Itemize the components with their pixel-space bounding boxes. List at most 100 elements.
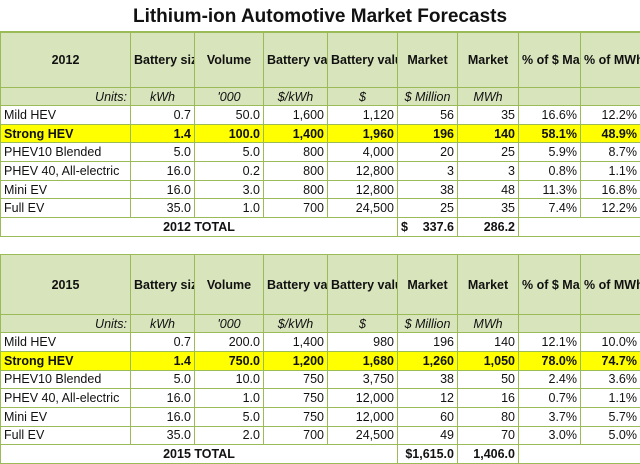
total-market-cell[interactable]: $1,615.0	[398, 445, 458, 464]
column-header-cell[interactable]: % of MWh market	[581, 255, 640, 315]
year-header-cell[interactable]: 2012	[1, 33, 131, 88]
value-cell[interactable]: 100.0	[195, 124, 264, 143]
column-header-cell[interactable]: Market	[398, 33, 458, 88]
unit-cell[interactable]: $/kWh	[264, 315, 328, 333]
value-cell[interactable]: 16.0	[131, 407, 195, 426]
value-cell[interactable]: 1,680	[328, 351, 398, 370]
value-cell[interactable]: 700	[264, 426, 328, 445]
unit-cell[interactable]: kWh	[131, 315, 195, 333]
value-cell[interactable]: 980	[328, 333, 398, 352]
value-cell[interactable]: 35.0	[131, 426, 195, 445]
value-cell[interactable]: 5.0%	[581, 426, 640, 445]
value-cell[interactable]: 1,400	[264, 333, 328, 352]
year-header-cell[interactable]: 2015	[1, 255, 131, 315]
unit-cell[interactable]	[519, 315, 581, 333]
value-cell[interactable]: 35.0	[131, 199, 195, 218]
value-cell[interactable]: 1.0	[195, 199, 264, 218]
value-cell[interactable]: 4,000	[328, 143, 398, 162]
column-header-cell[interactable]: Battery value	[328, 255, 398, 315]
value-cell[interactable]: 1.4	[131, 124, 195, 143]
value-cell[interactable]: 1.0	[195, 389, 264, 408]
value-cell[interactable]: 1,120	[328, 106, 398, 125]
value-cell[interactable]: 0.7	[131, 333, 195, 352]
unit-cell[interactable]: $	[328, 88, 398, 106]
value-cell[interactable]: 16.8%	[581, 180, 640, 199]
empty-cell[interactable]	[1, 237, 640, 255]
column-header-cell[interactable]: Battery size	[131, 33, 195, 88]
value-cell[interactable]: 0.7	[131, 106, 195, 125]
value-cell[interactable]: 1,260	[398, 351, 458, 370]
value-cell[interactable]: 1.1%	[581, 162, 640, 181]
value-cell[interactable]: 0.2	[195, 162, 264, 181]
value-cell[interactable]: 2.4%	[519, 370, 581, 389]
value-cell[interactable]: 2.0	[195, 426, 264, 445]
total-market-cell[interactable]: $337.6	[398, 218, 458, 237]
value-cell[interactable]: 12,000	[328, 407, 398, 426]
value-cell[interactable]: 3	[458, 162, 519, 181]
value-cell[interactable]: 35	[458, 106, 519, 125]
value-cell[interactable]: 48	[458, 180, 519, 199]
value-cell[interactable]: 16.0	[131, 389, 195, 408]
value-cell[interactable]: 50.0	[195, 106, 264, 125]
value-cell[interactable]: 16	[458, 389, 519, 408]
value-cell[interactable]: 5.9%	[519, 143, 581, 162]
value-cell[interactable]: 800	[264, 143, 328, 162]
value-cell[interactable]: 1,600	[264, 106, 328, 125]
total-mwh-cell[interactable]: 286.2	[458, 218, 519, 237]
column-header-cell[interactable]: Market	[458, 33, 519, 88]
value-cell[interactable]: 25	[458, 143, 519, 162]
value-cell[interactable]: 200.0	[195, 333, 264, 352]
column-header-cell[interactable]: Battery value	[328, 33, 398, 88]
value-cell[interactable]: 750.0	[195, 351, 264, 370]
value-cell[interactable]: 70	[458, 426, 519, 445]
value-cell[interactable]: 48.9%	[581, 124, 640, 143]
value-cell[interactable]: 5.0	[131, 370, 195, 389]
value-cell[interactable]: 80	[458, 407, 519, 426]
unit-cell[interactable]: kWh	[131, 88, 195, 106]
value-cell[interactable]: 3	[398, 162, 458, 181]
vehicle-type-cell[interactable]: Strong HEV	[1, 351, 131, 370]
value-cell[interactable]: 0.7%	[519, 389, 581, 408]
value-cell[interactable]: 38	[398, 370, 458, 389]
value-cell[interactable]: 5.0	[195, 143, 264, 162]
value-cell[interactable]: 10.0%	[581, 333, 640, 352]
vehicle-type-cell[interactable]: Mini EV	[1, 180, 131, 199]
value-cell[interactable]: 7.4%	[519, 199, 581, 218]
value-cell[interactable]: 750	[264, 407, 328, 426]
value-cell[interactable]: 74.7%	[581, 351, 640, 370]
vehicle-type-cell[interactable]: Full EV	[1, 199, 131, 218]
value-cell[interactable]: 12	[398, 389, 458, 408]
value-cell[interactable]: 1.1%	[581, 389, 640, 408]
unit-cell[interactable]: '000	[195, 88, 264, 106]
unit-cell[interactable]: $/kWh	[264, 88, 328, 106]
value-cell[interactable]: 3.0%	[519, 426, 581, 445]
value-cell[interactable]: 16.6%	[519, 106, 581, 125]
value-cell[interactable]: 1,050	[458, 351, 519, 370]
value-cell[interactable]: 3.6%	[581, 370, 640, 389]
vehicle-type-cell[interactable]: Strong HEV	[1, 124, 131, 143]
value-cell[interactable]: 1,960	[328, 124, 398, 143]
value-cell[interactable]: 24,500	[328, 426, 398, 445]
value-cell[interactable]: 196	[398, 124, 458, 143]
value-cell[interactable]: 12.1%	[519, 333, 581, 352]
value-cell[interactable]: 50	[458, 370, 519, 389]
value-cell[interactable]: 1.4	[131, 351, 195, 370]
value-cell[interactable]: 12,800	[328, 180, 398, 199]
value-cell[interactable]: 78.0%	[519, 351, 581, 370]
value-cell[interactable]: 750	[264, 370, 328, 389]
value-cell[interactable]: 12.2%	[581, 199, 640, 218]
value-cell[interactable]: 10.0	[195, 370, 264, 389]
vehicle-type-cell[interactable]: PHEV10 Blended	[1, 370, 131, 389]
value-cell[interactable]: 196	[398, 333, 458, 352]
value-cell[interactable]: 49	[398, 426, 458, 445]
value-cell[interactable]: 5.0	[195, 407, 264, 426]
column-header-cell[interactable]: % of MWh market	[581, 33, 640, 88]
unit-cell[interactable]	[519, 88, 581, 106]
unit-cell[interactable]: $ Million	[398, 315, 458, 333]
value-cell[interactable]: 1,400	[264, 124, 328, 143]
value-cell[interactable]: 8.7%	[581, 143, 640, 162]
unit-cell[interactable]	[581, 315, 640, 333]
vehicle-type-cell[interactable]: PHEV 40, All-electric	[1, 389, 131, 408]
column-header-cell[interactable]: Volume	[195, 255, 264, 315]
units-label-cell[interactable]: Units:	[1, 315, 131, 333]
